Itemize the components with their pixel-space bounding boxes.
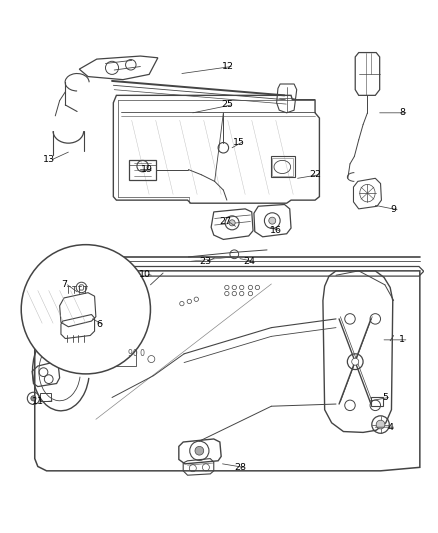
Text: 24: 24 [244, 257, 255, 266]
Text: 22: 22 [309, 171, 321, 179]
Text: 28: 28 [234, 463, 246, 472]
Text: 9: 9 [391, 205, 397, 214]
Circle shape [376, 420, 385, 429]
Bar [371, 397, 383, 406]
Text: 27: 27 [219, 217, 232, 227]
Circle shape [31, 395, 36, 401]
Text: 19: 19 [141, 165, 153, 174]
Bar [112, 340, 136, 366]
Text: 10: 10 [139, 270, 151, 279]
Bar [271, 157, 294, 177]
Bar [272, 158, 293, 176]
Text: 1: 1 [399, 335, 406, 344]
Circle shape [352, 358, 359, 365]
Text: 8: 8 [399, 108, 406, 117]
Text: 90 0: 90 0 [127, 349, 145, 358]
Bar [124, 279, 132, 285]
Text: 23: 23 [199, 257, 211, 266]
Circle shape [269, 217, 276, 224]
Circle shape [229, 220, 235, 226]
Text: 11: 11 [32, 397, 44, 406]
Text: 13: 13 [42, 155, 55, 164]
Text: 6: 6 [96, 320, 102, 329]
Text: 7: 7 [61, 280, 67, 289]
Bar [40, 393, 51, 401]
Text: 15: 15 [233, 138, 245, 147]
Text: 16: 16 [270, 226, 282, 235]
Text: 12: 12 [222, 62, 234, 71]
Text: 5: 5 [382, 393, 388, 402]
Circle shape [195, 446, 204, 455]
Circle shape [21, 245, 150, 374]
Bar [130, 159, 155, 181]
Text: 4: 4 [387, 423, 393, 432]
Text: 25: 25 [222, 100, 234, 109]
